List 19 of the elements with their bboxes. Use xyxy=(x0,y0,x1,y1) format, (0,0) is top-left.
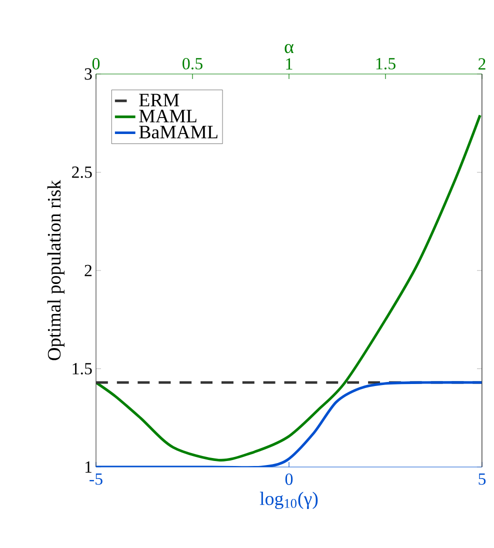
y-tick-label: 1 xyxy=(85,461,92,473)
y-tick-label: 1.5 xyxy=(72,363,92,374)
x2-tick-label: 1 xyxy=(286,58,292,70)
legend-label: ERM xyxy=(139,94,180,106)
x-tick-label: 5 xyxy=(478,474,486,485)
y-tick-label: 3 xyxy=(84,68,92,80)
x-tick-label: 0 xyxy=(285,474,293,485)
x2-tick-label: 1.5 xyxy=(376,58,396,70)
x2-tick-label: 2 xyxy=(478,58,486,70)
x-tick-label: -5 xyxy=(90,474,102,485)
x2-tick-label: 0 xyxy=(92,58,100,70)
x2-tick-label: 0.5 xyxy=(182,58,202,70)
y-tick-label: 2 xyxy=(84,264,92,276)
x-axis-title: log$_{10}$(γ) xyxy=(260,492,318,509)
legend-label: BaMAML xyxy=(139,126,218,138)
legend-label: MAML xyxy=(139,110,196,122)
y-axis-title: Optimal population risk xyxy=(47,180,64,360)
x2-axis-title: α xyxy=(284,44,294,54)
y-tick-label: 2.5 xyxy=(72,166,92,178)
